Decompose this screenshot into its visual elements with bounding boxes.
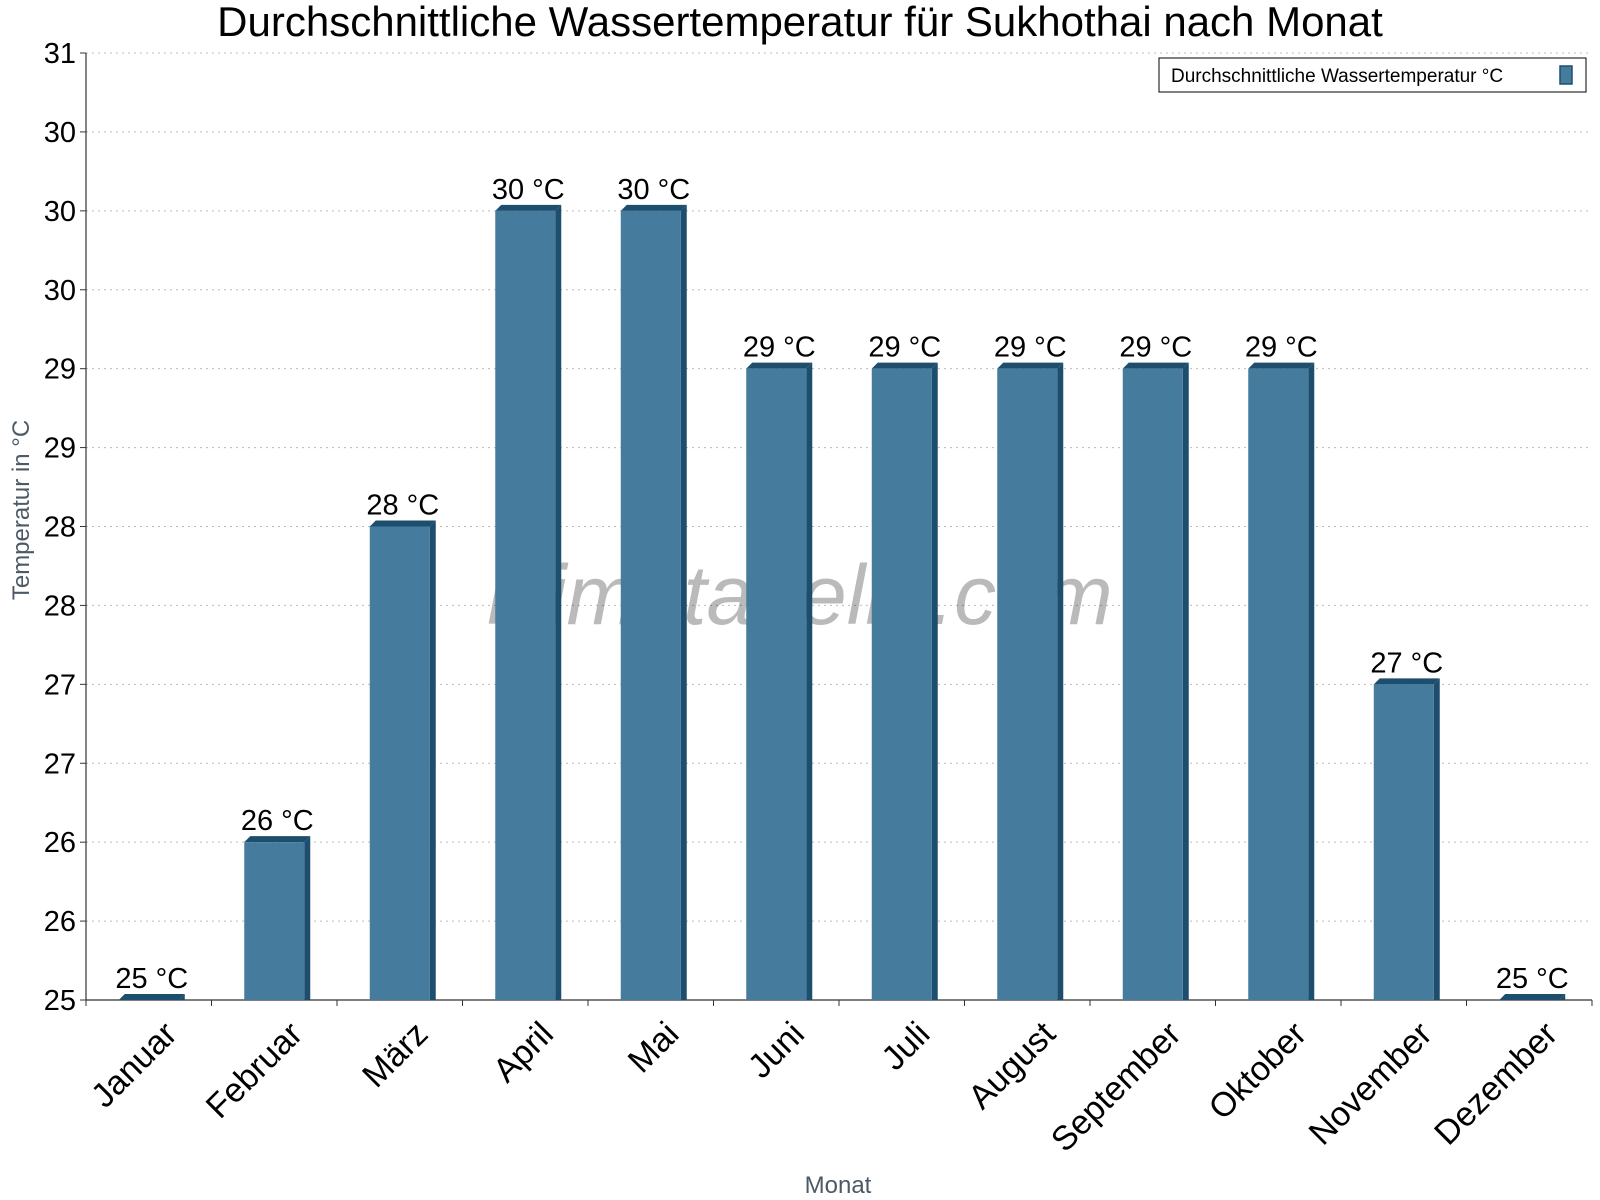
bar-top (244, 836, 311, 843)
bar-face (620, 210, 681, 1001)
bar-10 (1373, 678, 1440, 1000)
bar-side (680, 204, 687, 1001)
y-axis-title: Temperatur in °C (8, 420, 35, 600)
data-label-4: 30 °C (617, 174, 690, 206)
chart-title: Durchschnittliche Wassertemperatur für S… (217, 0, 1383, 45)
x-tick-label-2: März (355, 1015, 435, 1095)
x-tick-label-5: Juni (741, 1015, 812, 1086)
bar-8 (1122, 362, 1189, 1001)
y-tick-label-9: 30 (44, 275, 76, 307)
bar-face (997, 368, 1058, 1001)
bar-face (1122, 368, 1183, 1001)
y-tick-label-1: 26 (44, 906, 76, 938)
bar-face (244, 842, 305, 1000)
gridlines (86, 52, 1592, 922)
bar-side (806, 362, 813, 1001)
bar-1 (244, 836, 311, 1000)
x-tick-label-9: Oktober (1202, 1015, 1314, 1127)
bar-top (620, 204, 687, 211)
bar-side (1182, 362, 1189, 1001)
bar-face (495, 210, 556, 1001)
y-tick-label-11: 30 (44, 117, 76, 149)
y-tick-label-2: 26 (44, 827, 76, 859)
y-tick-label-7: 29 (44, 433, 76, 465)
bar-face (871, 368, 932, 1001)
bar-top (1122, 362, 1189, 369)
data-label-7: 29 °C (994, 332, 1067, 364)
bar-top (746, 362, 813, 369)
legend: Durchschnittliche Wassertemperatur °C (1158, 57, 1587, 93)
data-label-3: 30 °C (492, 174, 565, 206)
x-axis-title: Monat (805, 1172, 872, 1199)
y-tick-label-5: 28 (44, 590, 76, 622)
x-tick-label-4: Mai (621, 1015, 687, 1081)
bar-0 (118, 994, 185, 1000)
x-tick-label-6: Juli (874, 1015, 937, 1078)
legend-label: Durchschnittliche Wassertemperatur °C (1171, 66, 1503, 87)
bar-face (746, 368, 807, 1001)
bar-face (1248, 368, 1309, 1001)
bar-side (304, 836, 311, 1000)
bar-top (369, 520, 436, 527)
bar-top (1248, 362, 1315, 369)
bar-top (1373, 678, 1440, 685)
y-tick-label-4: 27 (44, 669, 76, 701)
bar-face (369, 526, 430, 1000)
y-axis: 25 26 26 27 27 28 28 29 29 30 30 30 31 (44, 38, 87, 1017)
data-label-1: 26 °C (241, 805, 314, 837)
bar-top (118, 994, 185, 1000)
bar-face (1373, 684, 1434, 1000)
x-tick-label-11: Dezember (1427, 1015, 1565, 1153)
data-label-8: 29 °C (1119, 332, 1192, 364)
x-tick-label-10: November (1302, 1015, 1440, 1153)
x-tick-label-8: September (1044, 1015, 1188, 1159)
legend-box (1158, 57, 1587, 93)
y-tick-label-3: 27 (44, 748, 76, 780)
bar-7 (997, 362, 1064, 1001)
y-tick-label-10: 30 (44, 196, 76, 228)
bar-top (871, 362, 938, 369)
bar-side (429, 520, 436, 1000)
bar-4 (620, 204, 687, 1001)
data-label-9: 29 °C (1245, 332, 1318, 364)
bar-side (1433, 678, 1440, 1000)
data-label-0: 25 °C (115, 963, 188, 995)
y-tick-label-8: 29 (44, 354, 76, 386)
y-tick-label-6: 28 (44, 512, 76, 544)
bar-side (1057, 362, 1064, 1001)
y-tick-label-12: 31 (44, 38, 76, 70)
bar-5 (746, 362, 813, 1001)
data-label-11: 25 °C (1496, 963, 1569, 995)
x-tick-label-0: Januar (84, 1015, 184, 1115)
x-tick-label-7: August (961, 1014, 1063, 1116)
bar-side (555, 204, 562, 1001)
data-label-10: 27 °C (1370, 647, 1443, 679)
bar-3 (495, 204, 562, 1001)
bar-top (495, 204, 562, 211)
data-label-2: 28 °C (366, 490, 439, 522)
legend-swatch (1559, 65, 1573, 85)
x-tick-label-3: April (486, 1015, 561, 1090)
bar-side (1308, 362, 1315, 1001)
data-labels: 25 °C 26 °C 28 °C 30 °C 30 °C 29 °C 29 °C 29 °C… (115, 174, 1568, 995)
y-tick-label-0: 25 (44, 985, 76, 1017)
x-axis: Januar Februar März April Mai Juni Juli AugustS… (84, 999, 1593, 1159)
data-label-6: 29 °C (868, 332, 941, 364)
bars (118, 204, 1566, 1001)
bar-6 (871, 362, 938, 1001)
x-tick-label-1: Februar (199, 1015, 310, 1126)
bar-side (931, 362, 938, 1001)
bar-top (997, 362, 1064, 369)
bar-11 (1499, 994, 1566, 1000)
bar-9 (1248, 362, 1315, 1001)
bar-2 (369, 520, 436, 1000)
data-label-5: 29 °C (743, 332, 816, 364)
bar-top (1499, 994, 1566, 1000)
